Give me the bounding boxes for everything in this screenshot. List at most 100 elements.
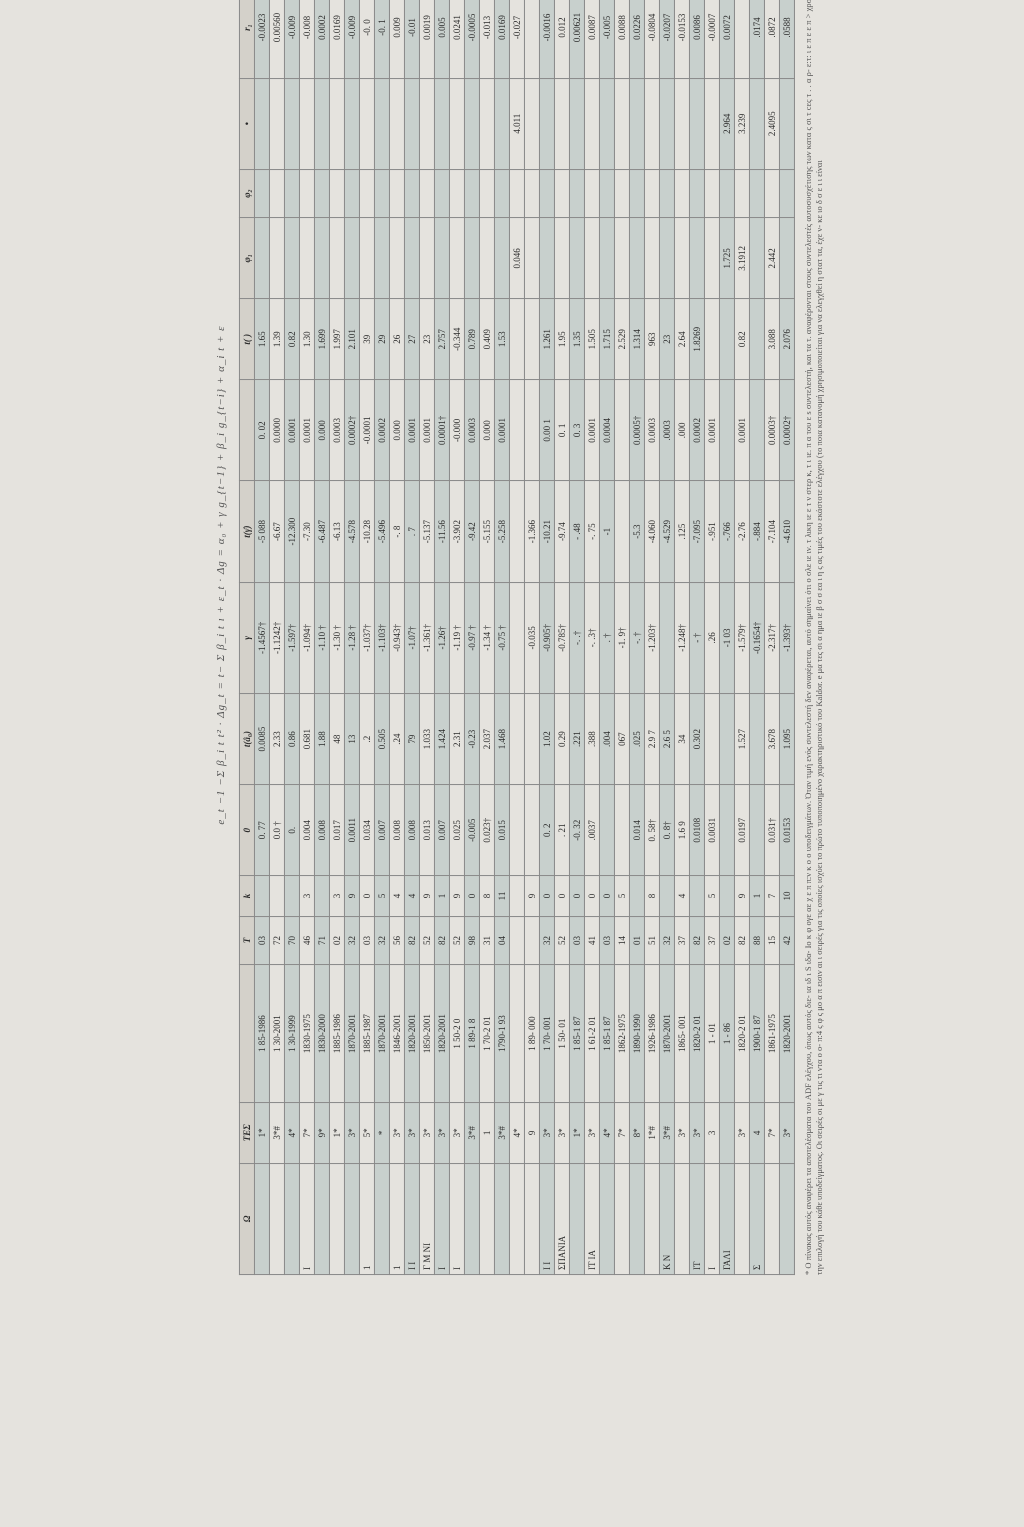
table-cell: -5.258 [494, 481, 509, 582]
table-cell: 0.0001† [434, 380, 449, 481]
table-cell [509, 965, 524, 1103]
table-cell: -1.4567† [254, 582, 269, 693]
table-cell: 2.442 [764, 218, 779, 299]
table-cell: -0.75 † [494, 582, 509, 693]
table-cell: -1.203† [644, 582, 659, 693]
table-cell: 3* [779, 1102, 794, 1163]
table-cell: -0. 1 [374, 0, 389, 78]
table-cell: 1 89- 000 [524, 965, 539, 1103]
th-tdot: t( ) [239, 299, 254, 380]
table-cell [509, 169, 524, 218]
table-cell: -0.1654† [749, 582, 764, 693]
table-cell [524, 78, 539, 169]
table-cell: -2.76 [734, 481, 749, 582]
table-cell: 32 [539, 916, 554, 965]
table-cell [314, 1163, 329, 1274]
table-cell: 9 [524, 1102, 539, 1163]
table-cell [689, 169, 704, 218]
table-cell: 7* [614, 1102, 629, 1163]
table-cell [704, 169, 719, 218]
table-cell [419, 218, 434, 299]
th-gamma: γ [239, 582, 254, 693]
table-cell: 0.0197 [734, 785, 749, 876]
table-cell: 0.0019 [419, 0, 434, 78]
table-cell [554, 218, 569, 299]
table-cell: 0 [539, 876, 554, 916]
table-cell: 5 [614, 876, 629, 916]
table-cell [734, 169, 749, 218]
table-cell: 01 [629, 916, 644, 965]
table-cell: 9 [524, 876, 539, 916]
table-cell: -5.155 [479, 481, 494, 582]
table-cell: 23 [419, 299, 434, 380]
table-cell [269, 78, 284, 169]
table-cell: -0.785† [554, 582, 569, 693]
table-cell: .000 [674, 380, 689, 481]
table-cell [254, 1163, 269, 1274]
table-cell: 3.678 [764, 694, 779, 785]
table-cell [299, 169, 314, 218]
table-cell: 0 [464, 876, 479, 916]
table-cell: -0.943† [389, 582, 404, 693]
table-cell: -4.060 [644, 481, 659, 582]
table-cell [524, 299, 539, 380]
table-cell: 39 [359, 299, 374, 380]
table-cell: 0 [359, 876, 374, 916]
table-cell: -0.0804 [644, 0, 659, 78]
table-cell: 1890-1990 [629, 965, 644, 1103]
table-cell [569, 1163, 584, 1274]
table-cell: 0. 8† [659, 785, 674, 876]
table-cell [464, 1163, 479, 1274]
table-cell [599, 78, 614, 169]
table-cell: 7* [764, 1102, 779, 1163]
th-tes: ΤΕΣ [239, 1102, 254, 1163]
table-cell: -. .3† [584, 582, 599, 693]
table-cell: 0.005 [434, 0, 449, 78]
table-cell: 4* [599, 1102, 614, 1163]
table-cell: 0.0087 [584, 0, 599, 78]
table-cell: 3 [299, 876, 314, 916]
table-cell: -9.42 [464, 481, 479, 582]
table-cell [629, 169, 644, 218]
table-cell [524, 169, 539, 218]
table-cell [494, 169, 509, 218]
table-cell: 1.468 [494, 694, 509, 785]
table-cell: 0.505 [374, 694, 389, 785]
table-cell: 1.53 [494, 299, 509, 380]
table-cell: -0.008 [299, 0, 314, 78]
table-cell [284, 169, 299, 218]
table-cell: -2.317† [764, 582, 779, 693]
table-cell: 0.86 [284, 694, 299, 785]
table-cell: 82 [434, 916, 449, 965]
table-cell: 0.00 1 [539, 380, 554, 481]
table-cell: 0.0003 [329, 380, 344, 481]
table-cell: 82 [404, 916, 419, 965]
table-cell: 1865- 001 [674, 965, 689, 1103]
table-cell: 0.0001 [404, 380, 419, 481]
table-cell [374, 169, 389, 218]
table-cell: 0 [554, 876, 569, 916]
table-cell: 1 [749, 876, 764, 916]
table-cell: 0.681 [299, 694, 314, 785]
table-cell: 1.30 [299, 299, 314, 380]
table-cell: 0.302 [689, 694, 704, 785]
table-cell: 0.0169 [329, 0, 344, 78]
table-cell [254, 218, 269, 299]
table-cell: 1926-1986 [644, 965, 659, 1103]
table-cell: 0.0086 [689, 0, 704, 78]
table-cell: 0.0005† [629, 380, 644, 481]
table-row: ΙΤ ΙΑ3*1 61-2 01410.0037.388-. .3†-. 750… [584, 0, 599, 1275]
table-cell [509, 916, 524, 965]
table-cell: 4* [284, 1102, 299, 1163]
table-cell: I [299, 1163, 314, 1274]
table-row: 15*1885-19870300.034.2-1.037†-10.28-0.00… [359, 0, 374, 1275]
table-cell: -5.496 [374, 481, 389, 582]
table-cell [524, 218, 539, 299]
table-cell: -1.19 † [449, 582, 464, 693]
table-row: Ι31 - 013750.0031.26-.9510.0001-0.0007-0… [704, 0, 719, 1275]
table-cell: 42 [779, 916, 794, 965]
table-row: 4*1 85-1 87030.004. †-10.00041.715-0.005 [599, 0, 614, 1275]
table-cell: 1.715 [599, 299, 614, 380]
table-cell: 0.008 [314, 785, 329, 876]
table-cell: 41 [584, 916, 599, 965]
